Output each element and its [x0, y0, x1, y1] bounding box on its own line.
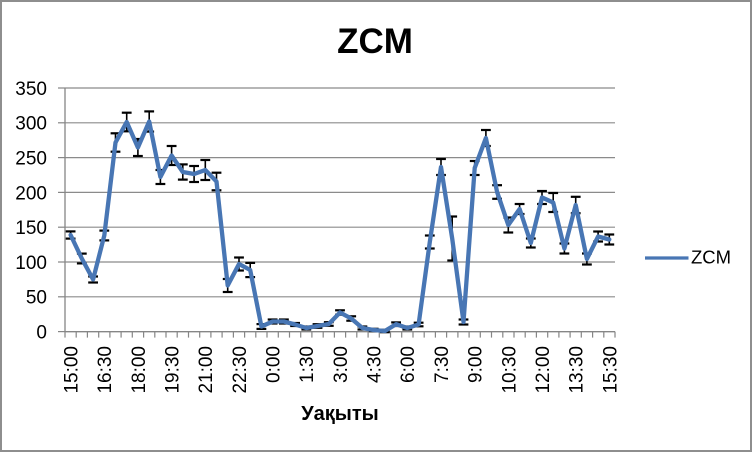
svg-text:Уақыты: Уақыты [301, 403, 379, 425]
svg-text:12:00: 12:00 [533, 346, 554, 394]
svg-text:15:00: 15:00 [62, 346, 83, 394]
svg-text:150: 150 [15, 218, 47, 239]
svg-text:0: 0 [36, 323, 47, 344]
svg-text:250: 250 [15, 149, 47, 170]
svg-text:9:00: 9:00 [466, 346, 487, 383]
svg-text:13:30: 13:30 [567, 346, 588, 394]
svg-text:4:30: 4:30 [365, 346, 386, 383]
svg-text:0:00: 0:00 [264, 346, 285, 383]
svg-text:22:30: 22:30 [230, 346, 251, 394]
svg-text:50: 50 [26, 288, 47, 309]
svg-text:21:00: 21:00 [196, 346, 217, 394]
svg-text:18:00: 18:00 [129, 346, 150, 394]
svg-text:16:30: 16:30 [95, 346, 116, 394]
svg-text:1:30: 1:30 [297, 346, 318, 383]
svg-text:200: 200 [15, 183, 47, 204]
svg-text:6:00: 6:00 [398, 346, 419, 383]
svg-text:3:00: 3:00 [331, 346, 352, 383]
svg-text:15:30: 15:30 [600, 346, 621, 394]
svg-text:10:30: 10:30 [499, 346, 520, 394]
svg-text:350: 350 [15, 79, 47, 100]
svg-text:7:30: 7:30 [432, 346, 453, 383]
svg-text:100: 100 [15, 253, 47, 274]
svg-text:ZCM: ZCM [337, 22, 413, 61]
svg-text:300: 300 [15, 114, 47, 135]
svg-text:19:30: 19:30 [163, 346, 184, 394]
svg-text:ZCM: ZCM [691, 247, 731, 268]
